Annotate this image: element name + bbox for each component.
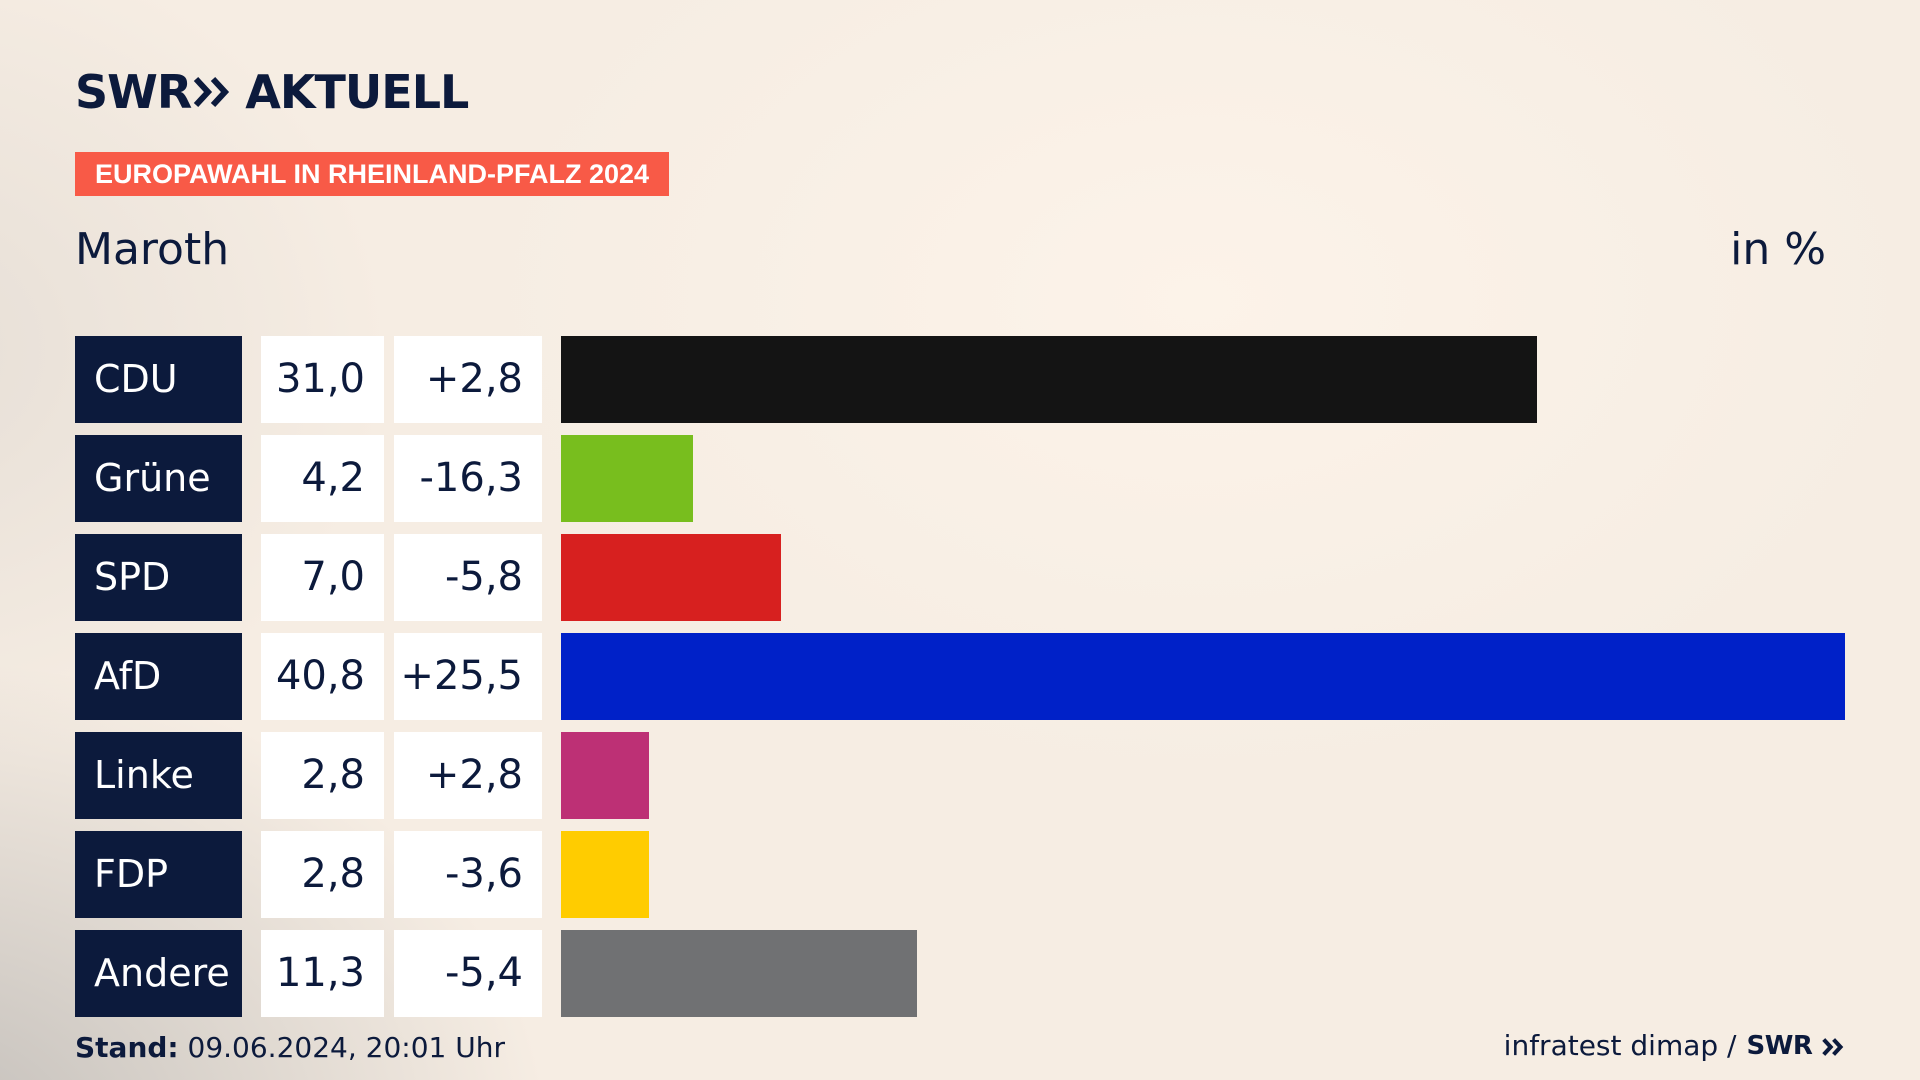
result-bar (561, 336, 1537, 423)
party-row: SPD 7,0 -5,8 (75, 534, 1845, 621)
vote-share-value: 4,2 (261, 435, 384, 522)
swr-aktuell-logo: SWR AKTUELL (75, 65, 469, 119)
double-chevron-icon (193, 65, 231, 119)
result-bar (561, 732, 649, 819)
result-bar (561, 930, 917, 1017)
party-row: FDP 2,8 -3,6 (75, 831, 1845, 918)
vote-share-value: 2,8 (261, 732, 384, 819)
results-chart: CDU 31,0 +2,8 Grüne 4,2 -16,3 SPD 7,0 -5,8 AfD 40,… (75, 336, 1845, 1017)
logo-swr-text: SWR (75, 65, 192, 119)
vote-share-value: 31,0 (261, 336, 384, 423)
unit-label: in % (1730, 224, 1826, 275)
vote-share-value: 2,8 (261, 831, 384, 918)
party-row: Linke 2,8 +2,8 (75, 732, 1845, 819)
result-bar (561, 435, 693, 522)
party-row: CDU 31,0 +2,8 (75, 336, 1845, 423)
party-label: CDU (75, 336, 242, 423)
place-title: Maroth (75, 224, 230, 275)
result-bar (561, 534, 781, 621)
double-chevron-small-icon (1822, 1037, 1844, 1056)
party-row: Grüne 4,2 -16,3 (75, 435, 1845, 522)
swr-small-logo: SWR (1747, 1028, 1845, 1064)
vote-change-value: -16,3 (394, 435, 542, 522)
vote-share-value: 40,8 (261, 633, 384, 720)
source-text: infratest dimap / (1503, 1029, 1737, 1062)
party-label: SPD (75, 534, 242, 621)
timestamp: Stand: 09.06.2024, 20:01 Uhr (75, 1030, 505, 1066)
source-credit: infratest dimap / SWR (1504, 1028, 1844, 1064)
stand-value: 09.06.2024, 20:01 Uhr (178, 1031, 505, 1064)
vote-change-value: -5,8 (394, 534, 542, 621)
party-label: AfD (75, 633, 242, 720)
result-bar (561, 831, 649, 918)
vote-change-value: +2,8 (394, 732, 542, 819)
vote-change-value: -5,4 (394, 930, 542, 1017)
party-row: Andere 11,3 -5,4 (75, 930, 1845, 1017)
party-label: Andere (75, 930, 242, 1017)
swr-small-text: SWR (1746, 1031, 1813, 1061)
election-kicker: EUROPAWAHL IN RHEINLAND-PFALZ 2024 (75, 152, 670, 196)
result-bar (561, 633, 1845, 720)
vote-share-value: 7,0 (261, 534, 384, 621)
party-label: Linke (75, 732, 242, 819)
party-row: AfD 40,8 +25,5 (75, 633, 1845, 720)
vote-change-value: +25,5 (394, 633, 542, 720)
vote-share-value: 11,3 (261, 930, 384, 1017)
party-label: Grüne (75, 435, 242, 522)
vote-change-value: +2,8 (394, 336, 542, 423)
stand-label: Stand: (75, 1031, 179, 1064)
logo-aktuell-text: AKTUELL (245, 65, 469, 119)
party-label: FDP (75, 831, 242, 918)
vote-change-value: -3,6 (394, 831, 542, 918)
